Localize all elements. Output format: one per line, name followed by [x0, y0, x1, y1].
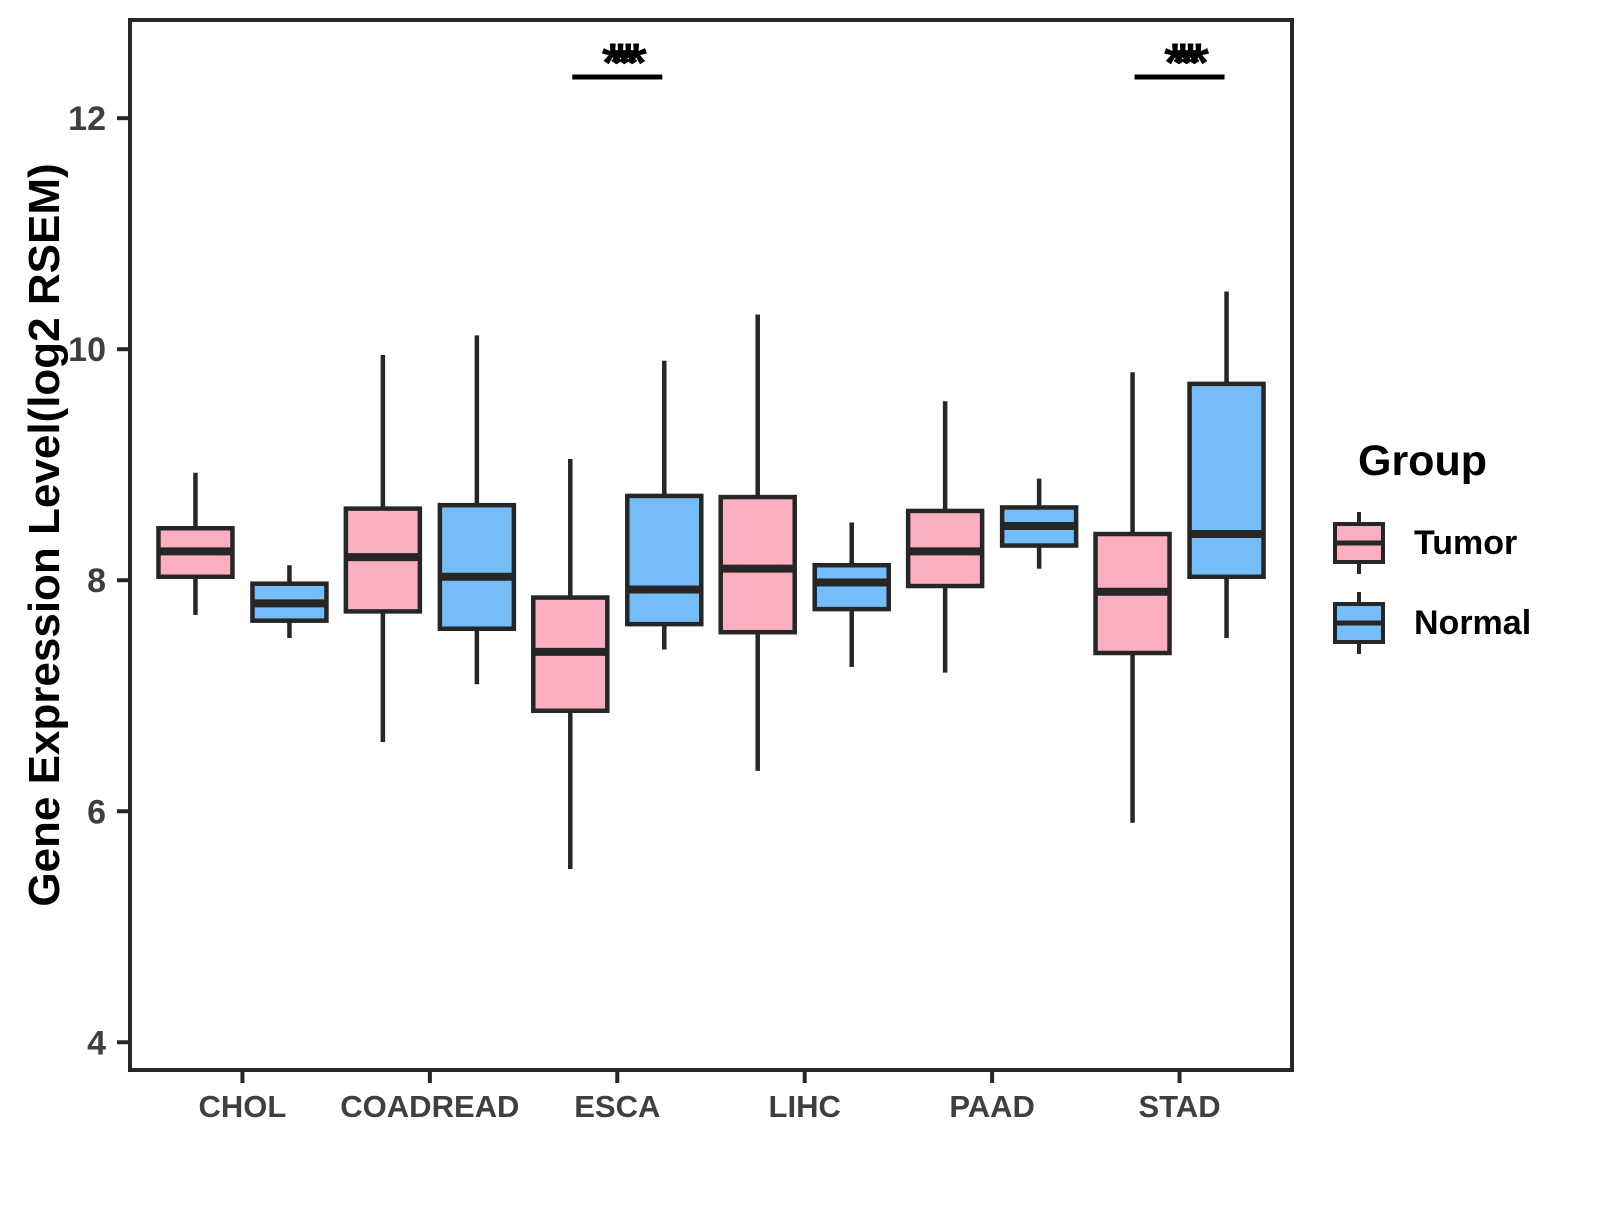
box-COADREAD-normal — [437, 502, 517, 631]
box-ESCA-normal — [625, 493, 704, 627]
legend-label-tumor: Tumor — [1414, 523, 1518, 562]
y-tick-label: 4 — [87, 1024, 106, 1062]
legend-key-tumor-boxplot-icon — [1333, 512, 1385, 574]
y-axis-title: Gene Expression Level(log2 RSEM) — [20, 163, 69, 907]
significance-stars-ESCA: **** — [602, 31, 647, 94]
box-LIHC-normal — [812, 562, 891, 612]
x-tick-label-ESCA: ESCA — [574, 1089, 660, 1124]
box-STAD-normal — [1187, 381, 1266, 580]
legend-entry-tumor: Tumor — [1330, 509, 1531, 577]
y-tick-label: 10 — [68, 331, 106, 369]
legend-key-normal-boxplot-icon — [1333, 592, 1385, 654]
x-tick-label-CHOL: CHOL — [199, 1089, 287, 1124]
box-LIHC-tumor — [718, 494, 797, 635]
x-tick-label-COADREAD: COADREAD — [340, 1089, 519, 1124]
plot-panel-border — [128, 18, 1294, 1072]
legend-entry-normal: Normal — [1330, 589, 1531, 657]
x-tick-label-STAD: STAD — [1139, 1089, 1221, 1124]
y-tick-label: 12 — [68, 100, 106, 138]
legend-entries: Tumor Normal — [1330, 509, 1531, 657]
x-tick-label-LIHC: LIHC — [769, 1089, 841, 1124]
legend: Group Tumor Normal — [1330, 440, 1531, 657]
legend-label-normal: Normal — [1414, 603, 1532, 642]
legend-title: Group — [1358, 437, 1487, 485]
y-tick-label: 8 — [87, 562, 106, 600]
y-tick-label: 6 — [87, 793, 106, 831]
significance-stars-STAD: **** — [1164, 31, 1209, 94]
x-tick-label-PAAD: PAAD — [949, 1089, 1035, 1124]
